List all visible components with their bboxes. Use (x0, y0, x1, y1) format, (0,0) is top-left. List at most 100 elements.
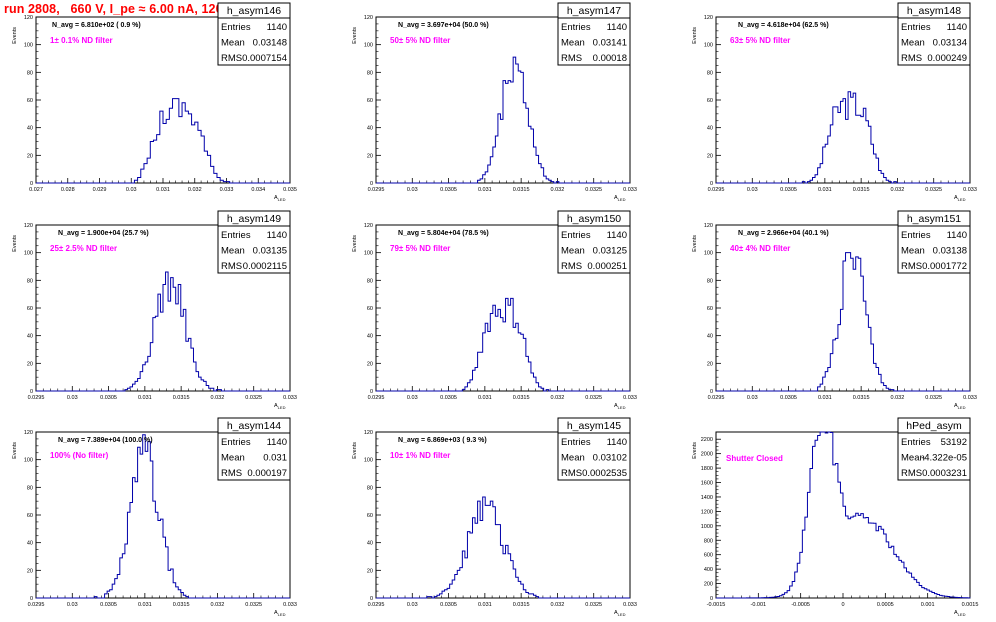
stats-value: 0.000197 (247, 468, 287, 479)
x-tick-label: 0.0295 (28, 395, 45, 401)
y-tick-label: 40 (27, 334, 33, 340)
x-axis-title: ALED (954, 403, 966, 410)
stats-value: 0.0002115 (243, 261, 287, 272)
x-tick-label: 0.033 (963, 395, 977, 401)
stats-label: Entries (561, 22, 591, 33)
x-tick-label: 0.033 (283, 602, 297, 608)
y-tick-label: 0 (710, 389, 713, 395)
filter-note: 50± 5% ND filter (390, 36, 450, 45)
histogram-line (36, 98, 290, 184)
stats-value: 0.000251 (587, 261, 627, 272)
stats-value: 0.03134 (933, 38, 967, 49)
y-tick-label: 2000 (701, 452, 713, 458)
stats-label: RMS (221, 261, 242, 272)
histogram-panel-h_asym149: 0 20 40 60 80 100 120 0.0295 0.03 0.0305 0.031 0.03… (12, 210, 297, 410)
navg-label: N_avg = 6.869e+03 ( 9.3 %) (398, 437, 487, 444)
x-axis-title: ALED (954, 195, 966, 202)
stats-label: Entries (221, 437, 251, 448)
stats-label: Mean (221, 246, 245, 257)
x-tick-label: 0.031 (156, 187, 170, 193)
y-tick-label: 0 (30, 596, 33, 602)
stats-value: 0.03102 (593, 453, 627, 464)
y-tick-label: 60 (367, 513, 373, 519)
y-tick-label: 120 (24, 223, 33, 229)
x-tick-label: 0.0305 (780, 187, 797, 193)
x-axis-title-subscript: LED (618, 405, 626, 410)
y-tick-label: 400 (704, 567, 713, 573)
y-axis-title: Events (352, 27, 358, 44)
y-tick-label: 0 (710, 181, 713, 187)
stats-value: 1140 (267, 437, 287, 448)
y-tick-label: 100 (364, 251, 373, 257)
y-tick-label: 40 (367, 334, 373, 340)
x-tick-label: 0.001 (921, 602, 935, 608)
stats-box (217, 210, 291, 274)
x-tick-label: 0.0305 (780, 395, 797, 401)
stats-box (557, 210, 631, 274)
x-tick-label: 0.0315 (513, 602, 530, 608)
x-tick-label: 0.0295 (368, 187, 385, 193)
stats-title: h_asym147 (567, 5, 621, 17)
y-tick-label: 20 (27, 361, 33, 367)
stats-title: h_asym150 (567, 213, 621, 225)
filter-note: 1± 0.1% ND filter (50, 36, 113, 45)
x-tick-label: 0.0315 (513, 395, 530, 401)
stats-label: RMS (221, 53, 242, 64)
y-tick-label: 1400 (701, 495, 713, 501)
x-axis-title: ALED (614, 610, 626, 617)
y-axis-title: Events (12, 27, 18, 44)
y-tick-label: 20 (367, 153, 373, 159)
x-tick-label: 0.0315 (173, 602, 190, 608)
x-tick-label: -0.001 (751, 602, 767, 608)
y-tick-label: 1200 (701, 509, 713, 515)
y-tick-label: 0 (370, 389, 373, 395)
x-tick-label: 0.03 (126, 187, 137, 193)
x-axis-title: ALED (274, 403, 286, 410)
x-axis-title-subscript: LED (278, 405, 286, 410)
x-axis-title-subscript: LED (278, 612, 286, 617)
y-tick-label: 100 (24, 458, 33, 464)
stats-label: RMS (561, 53, 582, 64)
y-tick-label: 120 (364, 15, 373, 21)
y-tick-label: 100 (364, 458, 373, 464)
y-tick-label: 80 (27, 278, 33, 284)
x-tick-label: 0.033 (623, 602, 637, 608)
stats-value: 1140 (607, 22, 627, 33)
y-tick-label: 0 (710, 596, 713, 602)
navg-label: N_avg = 5.804e+04 (78.5 %) (398, 230, 489, 237)
y-tick-label: 0 (370, 596, 373, 602)
y-tick-label: 60 (707, 306, 713, 312)
y-tick-label: 100 (24, 43, 33, 49)
stats-box (897, 2, 971, 66)
x-tick-label: 0.033 (220, 187, 234, 193)
x-tick-label: 0.028 (61, 187, 75, 193)
histogram-line (376, 297, 630, 392)
x-tick-label: 0.031 (818, 187, 832, 193)
y-tick-label: 100 (704, 43, 713, 49)
y-tick-label: 120 (704, 223, 713, 229)
x-tick-label: 0.0295 (28, 602, 45, 608)
x-tick-label: 0.0005 (877, 602, 894, 608)
stats-label: RMS (561, 261, 582, 272)
stats-value: 0.000249 (927, 53, 967, 64)
x-axis-title-subscript: LED (618, 197, 626, 202)
stats-label: RMS (221, 468, 242, 479)
stats-value: -4.322e-05 (921, 453, 967, 464)
stats-title: h_asym145 (567, 420, 621, 432)
y-tick-label: 100 (364, 43, 373, 49)
x-tick-label: 0.029 (93, 187, 107, 193)
stats-box (217, 2, 291, 66)
stats-value: 1140 (947, 22, 967, 33)
filter-note: 79± 5% ND filter (390, 244, 450, 253)
stats-value: 0.0001772 (922, 261, 967, 272)
stats-label: RMS (901, 261, 922, 272)
histogram-line (36, 271, 290, 392)
stats-box (897, 210, 971, 274)
y-tick-label: 600 (704, 553, 713, 559)
x-tick-label: 0.03 (67, 395, 78, 401)
stats-label: RMS (561, 468, 582, 479)
y-tick-label: 60 (27, 513, 33, 519)
x-tick-label: 0.03 (747, 187, 758, 193)
x-tick-label: 0.0305 (440, 395, 457, 401)
